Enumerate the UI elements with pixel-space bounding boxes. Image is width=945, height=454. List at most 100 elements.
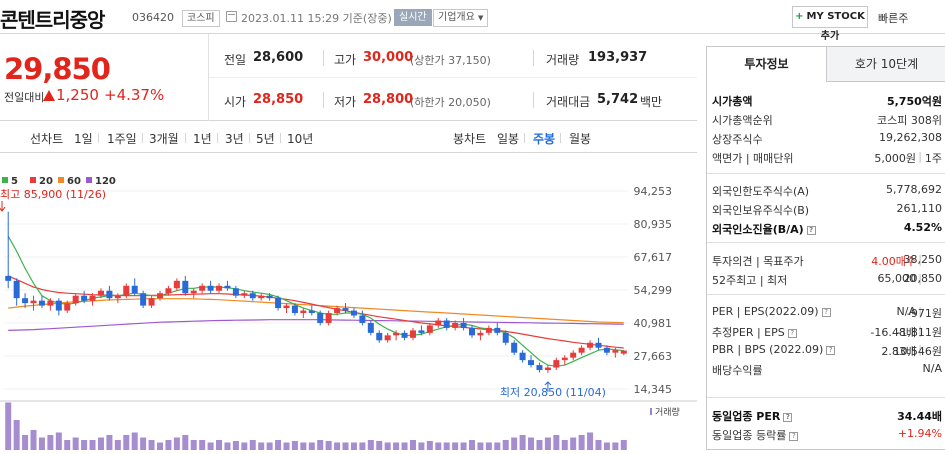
info-value: 코스피 308위 (877, 114, 942, 127)
divider (707, 294, 945, 295)
candle-body (72, 295, 79, 304)
info-value: 5,750억원 (886, 95, 942, 108)
period-5y[interactable]: 5년 (256, 132, 275, 146)
separator: | (918, 272, 922, 285)
volume-bar (275, 440, 282, 450)
candle-body (157, 293, 163, 299)
info-row: 외국인소진율(B/A)? 4.52% (712, 221, 945, 237)
help-icon[interactable]: ? (806, 225, 816, 235)
low-label: 저가 (334, 95, 357, 109)
change-label: 전일대비 (4, 91, 45, 104)
volume-bar (81, 440, 88, 450)
candle-body (528, 360, 535, 366)
candle-weekly[interactable]: 주봉 (533, 132, 556, 146)
company-info-dropdown[interactable]: 기업개요 ▼ (433, 9, 489, 27)
price-chart[interactable]: 94,253 80,935 67,617 54,299 40,981 27,663 14,3… (0, 153, 697, 450)
info-key: 배당수익률 (712, 364, 763, 377)
separator: | (918, 343, 922, 356)
volume-bar (258, 442, 265, 450)
candle-body (570, 352, 577, 358)
separator: | (918, 324, 922, 337)
period-3m[interactable]: 3개월 (149, 132, 179, 146)
period-1d[interactable]: 1일 (74, 132, 93, 146)
plus-icon: + (795, 11, 804, 22)
candle-body (536, 365, 543, 371)
volume-bar (553, 435, 560, 450)
prev-close-label: 전일 (224, 53, 247, 67)
volume-bar (477, 442, 484, 450)
volume-bar (249, 440, 256, 450)
period-1y[interactable]: 1년 (193, 132, 212, 146)
amount-value: 5,742 (597, 92, 639, 107)
amount-label: 거래대금 (546, 95, 591, 109)
candle-body (232, 288, 239, 296)
volume-bar (207, 442, 214, 450)
period-3y[interactable]: 3년 (225, 132, 244, 146)
candle-body (97, 290, 104, 296)
help-icon[interactable]: ? (821, 307, 831, 317)
candle-body (350, 310, 357, 316)
volume-bar (291, 441, 298, 450)
add-mystock-button[interactable]: + MY STOCK 추가 (792, 6, 868, 42)
candle-body (38, 300, 45, 306)
candle-body (553, 360, 560, 368)
info-row: 상장주식수 19,262,308 (712, 131, 945, 147)
candle-monthly[interactable]: 월봉 (569, 132, 592, 146)
prev-close-value: 28,600 (253, 50, 304, 65)
volume-swatch (650, 408, 652, 415)
tab-investment-info[interactable]: 투자정보 (707, 47, 827, 82)
candle-body (207, 285, 214, 291)
candle-body (393, 332, 400, 336)
volume-bar (528, 437, 535, 450)
info-value: 65,000 (877, 272, 917, 285)
low-arrow-icon (544, 381, 552, 392)
candle-body (55, 300, 62, 311)
quick-link[interactable]: 빠른주 (878, 12, 909, 25)
high-value: 30,000 (363, 50, 414, 65)
candle-body (81, 295, 88, 301)
y-tick-label: 94,253 (634, 185, 673, 198)
volume-bar (578, 435, 585, 450)
info-row: 투자의견 | 목표주가 4.00매수 | 38,250 (712, 253, 945, 269)
legend-swatch (30, 177, 36, 183)
period-1w[interactable]: 1주일 (107, 132, 137, 146)
timestamp: 2023.01.11 15:29 기준(장중) (241, 12, 392, 25)
candle-chart-label: 봉차트 (453, 132, 487, 146)
help-icon[interactable]: ? (787, 328, 797, 338)
info-key: 외국인소진율(B/A)? (712, 221, 816, 237)
volume-bar (300, 442, 307, 450)
stock-name[interactable]: 콘텐트리중앙 (0, 8, 105, 32)
candle-body (13, 280, 20, 299)
info-value-2: 20,850 (903, 272, 943, 285)
candle-daily[interactable]: 일봉 (497, 132, 520, 146)
candle-body (443, 320, 450, 328)
legend-label: 20 (39, 176, 53, 187)
info-row: 외국인보유주식수(B) 261,110 (712, 202, 945, 218)
help-icon[interactable]: ? (783, 412, 793, 422)
volume-bar (22, 435, 29, 450)
high-arrow-icon (0, 201, 6, 212)
candle-body (199, 285, 206, 291)
candle-body (140, 293, 147, 306)
candle-body (106, 290, 113, 299)
candle-body (561, 357, 568, 361)
info-key: 52주최고 | 최저 (712, 274, 788, 287)
help-icon[interactable]: ? (789, 431, 799, 441)
info-row: 52주최고 | 최저 65,000 | 20,850 (712, 272, 945, 288)
add-mystock-label: MY STOCK 추가 (806, 11, 865, 42)
realtime-badge[interactable]: 실시간 (394, 9, 432, 26)
candle-body (30, 300, 37, 304)
volume-label: 거래량 (546, 53, 580, 67)
candle-body (494, 327, 501, 333)
tab-orderbook[interactable]: 호가 10단계 (827, 47, 945, 82)
volume-bar (401, 442, 408, 450)
volume-bar (536, 440, 543, 450)
legend-label: 60 (67, 176, 81, 187)
period-10y[interactable]: 10년 (287, 132, 314, 146)
info-row: 배당수익률 N/A (712, 362, 945, 378)
ma-line-120 (8, 319, 624, 331)
help-icon[interactable]: ? (826, 345, 836, 355)
volume-bar (452, 442, 459, 450)
volume-bar (190, 440, 197, 450)
y-tick-label: 80,935 (634, 218, 673, 231)
